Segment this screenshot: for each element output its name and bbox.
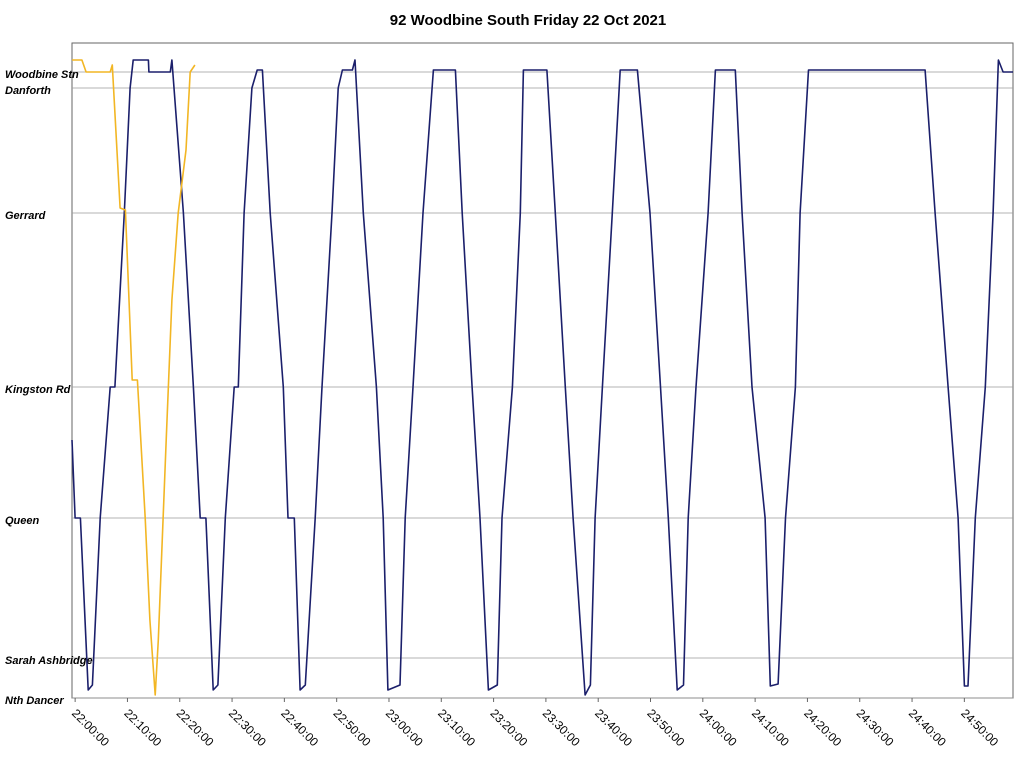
x-tick-label: 24:10:00 [749,706,792,749]
x-tick-label: 24:40:00 [906,706,949,749]
x-tick-label: 22:10:00 [121,706,164,749]
x-tick-label: 23:30:00 [540,706,583,749]
y-tick-label: Gerrard [5,210,46,222]
chart-title: 92 Woodbine South Friday 22 Oct 2021 [390,12,666,29]
x-tick-label: 23:00:00 [383,706,426,749]
x-tick-label: 22:40:00 [278,706,321,749]
series-line [72,59,196,696]
x-tick-label: 22:00:00 [69,706,112,749]
y-tick-label: Woodbine Stn [5,69,79,81]
x-tick-label: 22:20:00 [174,706,217,749]
x-tick-label: 23:10:00 [435,706,478,749]
x-tick-label: 22:50:00 [331,706,374,749]
x-tick-label: 22:30:00 [226,706,269,749]
y-tick-label: Danforth [5,85,51,97]
y-tick-label: Nth Dancer [5,695,64,707]
series-line [71,59,1013,696]
y-tick-label: Queen [5,515,40,527]
x-tick-label: 24:30:00 [854,706,897,749]
x-tick-label: 23:50:00 [644,706,687,749]
x-tick-label: 23:40:00 [592,706,635,749]
x-tick-label: 23:20:00 [487,706,530,749]
y-tick-label: Sarah Ashbridge [5,655,93,667]
x-tick-label: 24:50:00 [958,706,1001,749]
x-tick-label: 24:20:00 [801,706,844,749]
y-tick-label: Kingston Rd [5,384,71,396]
x-tick-label: 24:00:00 [697,706,740,749]
plot-frame [71,42,1014,699]
